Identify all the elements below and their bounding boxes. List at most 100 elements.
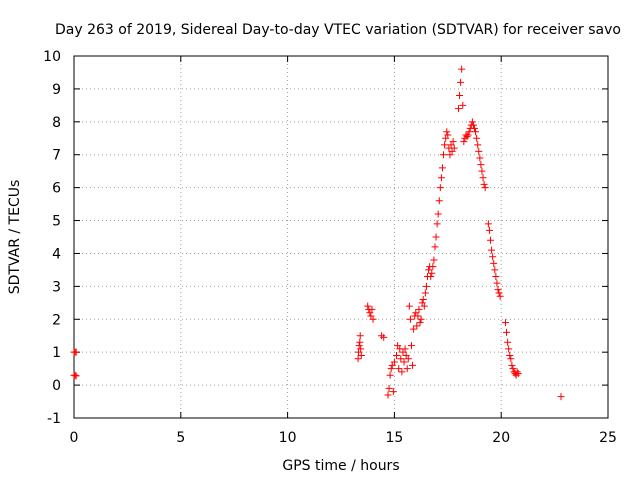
data-point bbox=[456, 91, 464, 99]
data-point bbox=[425, 266, 433, 274]
y-tick-label: 4 bbox=[52, 246, 61, 262]
data-point bbox=[357, 351, 365, 359]
data-point bbox=[487, 236, 495, 244]
data-point bbox=[501, 319, 509, 327]
data-point bbox=[395, 365, 403, 373]
y-tick-label: 1 bbox=[52, 345, 61, 361]
x-tick-label: 0 bbox=[70, 430, 79, 446]
data-point bbox=[427, 272, 435, 280]
y-tick-label: -1 bbox=[47, 411, 61, 427]
data-point bbox=[459, 101, 467, 109]
data-point bbox=[469, 121, 477, 129]
data-point bbox=[457, 78, 465, 86]
grid-lines bbox=[74, 56, 608, 418]
data-point bbox=[479, 174, 487, 182]
x-tick-label: 25 bbox=[599, 430, 617, 446]
data-point bbox=[398, 368, 406, 376]
y-tick-label: 9 bbox=[52, 82, 61, 98]
data-point bbox=[509, 365, 517, 373]
data-point bbox=[507, 355, 515, 363]
data-point bbox=[443, 128, 451, 136]
data-point bbox=[481, 184, 489, 192]
data-point bbox=[437, 174, 445, 182]
data-point bbox=[410, 325, 418, 333]
data-point bbox=[475, 147, 483, 155]
data-point bbox=[400, 358, 408, 366]
data-point bbox=[431, 243, 439, 251]
data-point bbox=[433, 220, 441, 228]
y-tick-label: 8 bbox=[52, 115, 61, 131]
data-point bbox=[454, 105, 462, 113]
data-point bbox=[472, 128, 480, 136]
data-point bbox=[355, 342, 363, 350]
data-point bbox=[387, 365, 395, 373]
data-point bbox=[386, 371, 394, 379]
data-point bbox=[401, 345, 409, 353]
data-point bbox=[506, 351, 514, 359]
data-point bbox=[356, 332, 364, 340]
data-point bbox=[458, 65, 466, 73]
data-point bbox=[450, 144, 458, 152]
data-point bbox=[477, 161, 485, 169]
data-point bbox=[356, 338, 364, 346]
data-point bbox=[404, 355, 412, 363]
data-points bbox=[70, 65, 565, 401]
data-point bbox=[368, 305, 376, 313]
data-point bbox=[393, 351, 401, 359]
chart-title: Day 263 of 2019, Sidereal Day-to-day VTE… bbox=[55, 22, 621, 38]
data-point bbox=[503, 328, 511, 336]
data-point bbox=[414, 312, 422, 320]
x-axis-label: GPS time / hours bbox=[282, 458, 399, 474]
data-point bbox=[496, 292, 504, 300]
x-tick-label: 20 bbox=[492, 430, 510, 446]
data-point bbox=[494, 286, 502, 294]
data-point bbox=[357, 345, 365, 353]
data-point bbox=[364, 302, 372, 310]
data-point bbox=[407, 342, 415, 350]
y-tick-label: 6 bbox=[52, 181, 61, 197]
data-point bbox=[384, 391, 392, 399]
data-point bbox=[441, 141, 449, 149]
data-point bbox=[430, 256, 438, 264]
data-point bbox=[478, 167, 486, 175]
data-point bbox=[417, 315, 425, 323]
data-point bbox=[436, 184, 444, 192]
data-point bbox=[463, 133, 471, 141]
data-point bbox=[416, 319, 424, 327]
data-point bbox=[369, 315, 377, 323]
y-tick-label: 10 bbox=[43, 49, 61, 65]
data-point bbox=[380, 333, 388, 341]
y-tick-label: 3 bbox=[52, 279, 61, 295]
data-point bbox=[473, 134, 481, 142]
data-point bbox=[72, 348, 80, 356]
data-point bbox=[492, 272, 500, 280]
data-point bbox=[403, 365, 411, 373]
data-point bbox=[354, 355, 362, 363]
data-point bbox=[385, 384, 393, 392]
data-point bbox=[488, 246, 496, 254]
data-point bbox=[489, 253, 497, 261]
data-point bbox=[429, 263, 437, 271]
data-point bbox=[474, 141, 482, 149]
x-tick-label: 15 bbox=[385, 430, 403, 446]
data-point bbox=[413, 322, 421, 330]
y-tick-label: 7 bbox=[52, 148, 61, 164]
x-tick-label: 5 bbox=[176, 430, 185, 446]
data-point bbox=[476, 154, 484, 162]
data-point bbox=[480, 180, 488, 188]
data-point bbox=[465, 128, 473, 136]
data-point bbox=[420, 302, 428, 310]
data-point bbox=[428, 269, 436, 277]
data-point bbox=[484, 220, 492, 228]
data-point bbox=[464, 131, 472, 139]
data-point bbox=[485, 226, 493, 234]
data-point bbox=[409, 361, 417, 369]
y-tick-label: 5 bbox=[52, 214, 61, 230]
data-point bbox=[405, 302, 413, 310]
data-point bbox=[419, 296, 427, 304]
data-point bbox=[397, 355, 405, 363]
axis-ticks: 0 5 10 15 20 25 -1 0 1 2 3 4 5 6 7 8 9 10 bbox=[43, 49, 617, 446]
data-point bbox=[432, 233, 440, 241]
y-tick-label: 2 bbox=[52, 312, 61, 328]
data-point bbox=[468, 118, 476, 126]
